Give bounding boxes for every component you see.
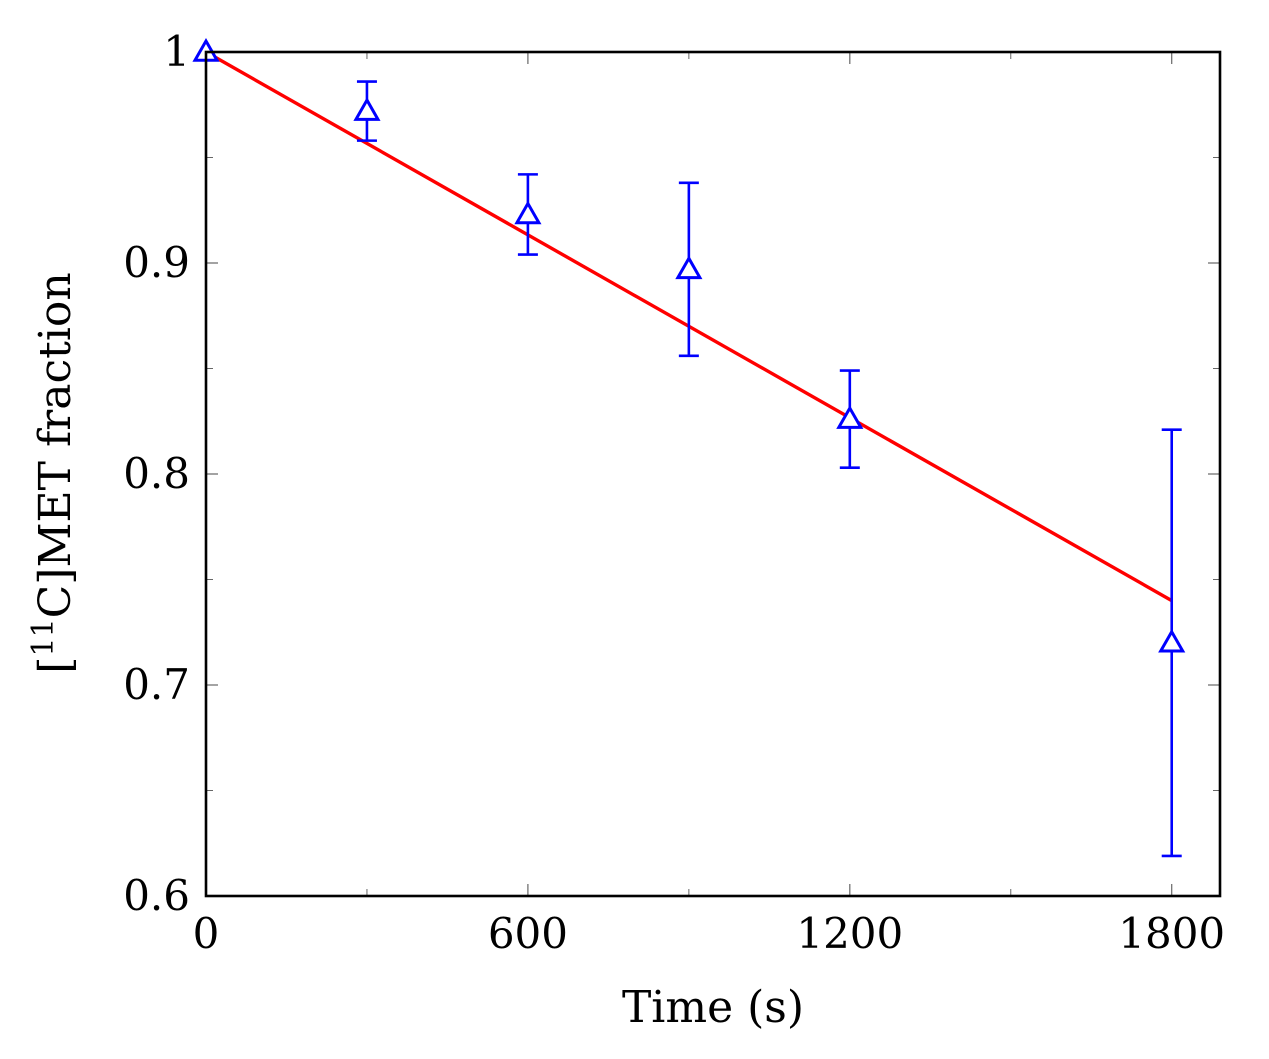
y-axis-label-text: C]MET fraction bbox=[30, 272, 81, 618]
data-point-triangle bbox=[675, 255, 703, 280]
y-tick-label: 0.8 bbox=[123, 449, 190, 498]
y-tick-label: 1 bbox=[163, 27, 190, 76]
data-point-triangle bbox=[836, 405, 864, 429]
major-ticks bbox=[205, 51, 1220, 897]
y-tick-label: 0.7 bbox=[123, 660, 190, 709]
data-point-triangle bbox=[353, 97, 381, 121]
x-tick-label: 0 bbox=[193, 909, 220, 958]
y-axis-label-superscript: 11 bbox=[26, 618, 61, 656]
data-point-triangle bbox=[514, 200, 542, 225]
data-point-triangle bbox=[1158, 628, 1186, 653]
y-axis-label-bracket: [ bbox=[30, 657, 81, 674]
points-layer bbox=[192, 37, 1186, 858]
x-tick-label: 1800 bbox=[1118, 909, 1225, 958]
x-tick-label: 1200 bbox=[796, 909, 903, 958]
plot-frame bbox=[204, 50, 1222, 898]
x-axis-label: Time (s) bbox=[622, 982, 804, 1033]
x-tick-labels: 0 600 1200 1800 bbox=[193, 909, 1226, 958]
x-tick-label: 600 bbox=[488, 909, 568, 958]
minor-ticks bbox=[206, 52, 1220, 896]
y-axis-label: [11C]MET fraction bbox=[26, 272, 82, 673]
y-tick-label: 0.6 bbox=[123, 871, 190, 920]
y-tick-labels: 0.6 0.7 0.8 0.9 1 bbox=[123, 27, 190, 920]
y-tick-label: 0.9 bbox=[123, 238, 190, 287]
